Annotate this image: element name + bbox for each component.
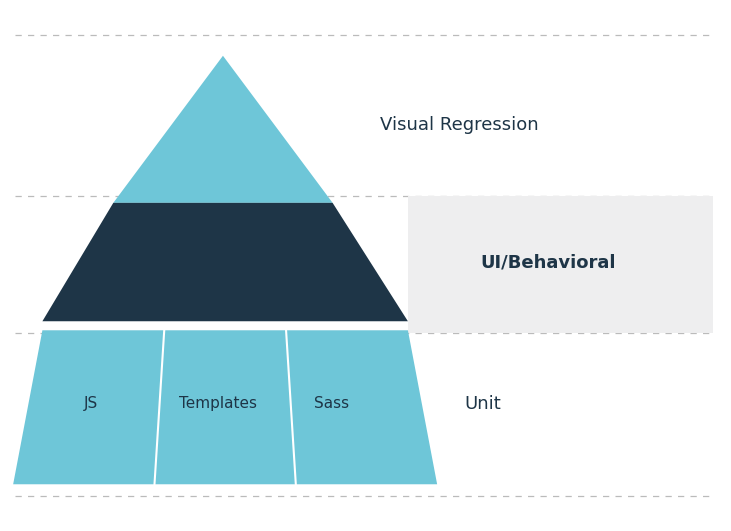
Polygon shape — [13, 330, 437, 484]
Polygon shape — [42, 203, 408, 321]
Polygon shape — [113, 56, 333, 203]
Text: Visual Regression: Visual Regression — [380, 116, 539, 134]
Text: Templates: Templates — [179, 396, 257, 411]
Text: JS: JS — [84, 396, 99, 411]
Text: Sass: Sass — [314, 396, 349, 411]
Text: UI/Behavioral: UI/Behavioral — [480, 254, 616, 272]
Text: Unit: Unit — [464, 395, 501, 413]
Bar — [408, 196, 713, 333]
